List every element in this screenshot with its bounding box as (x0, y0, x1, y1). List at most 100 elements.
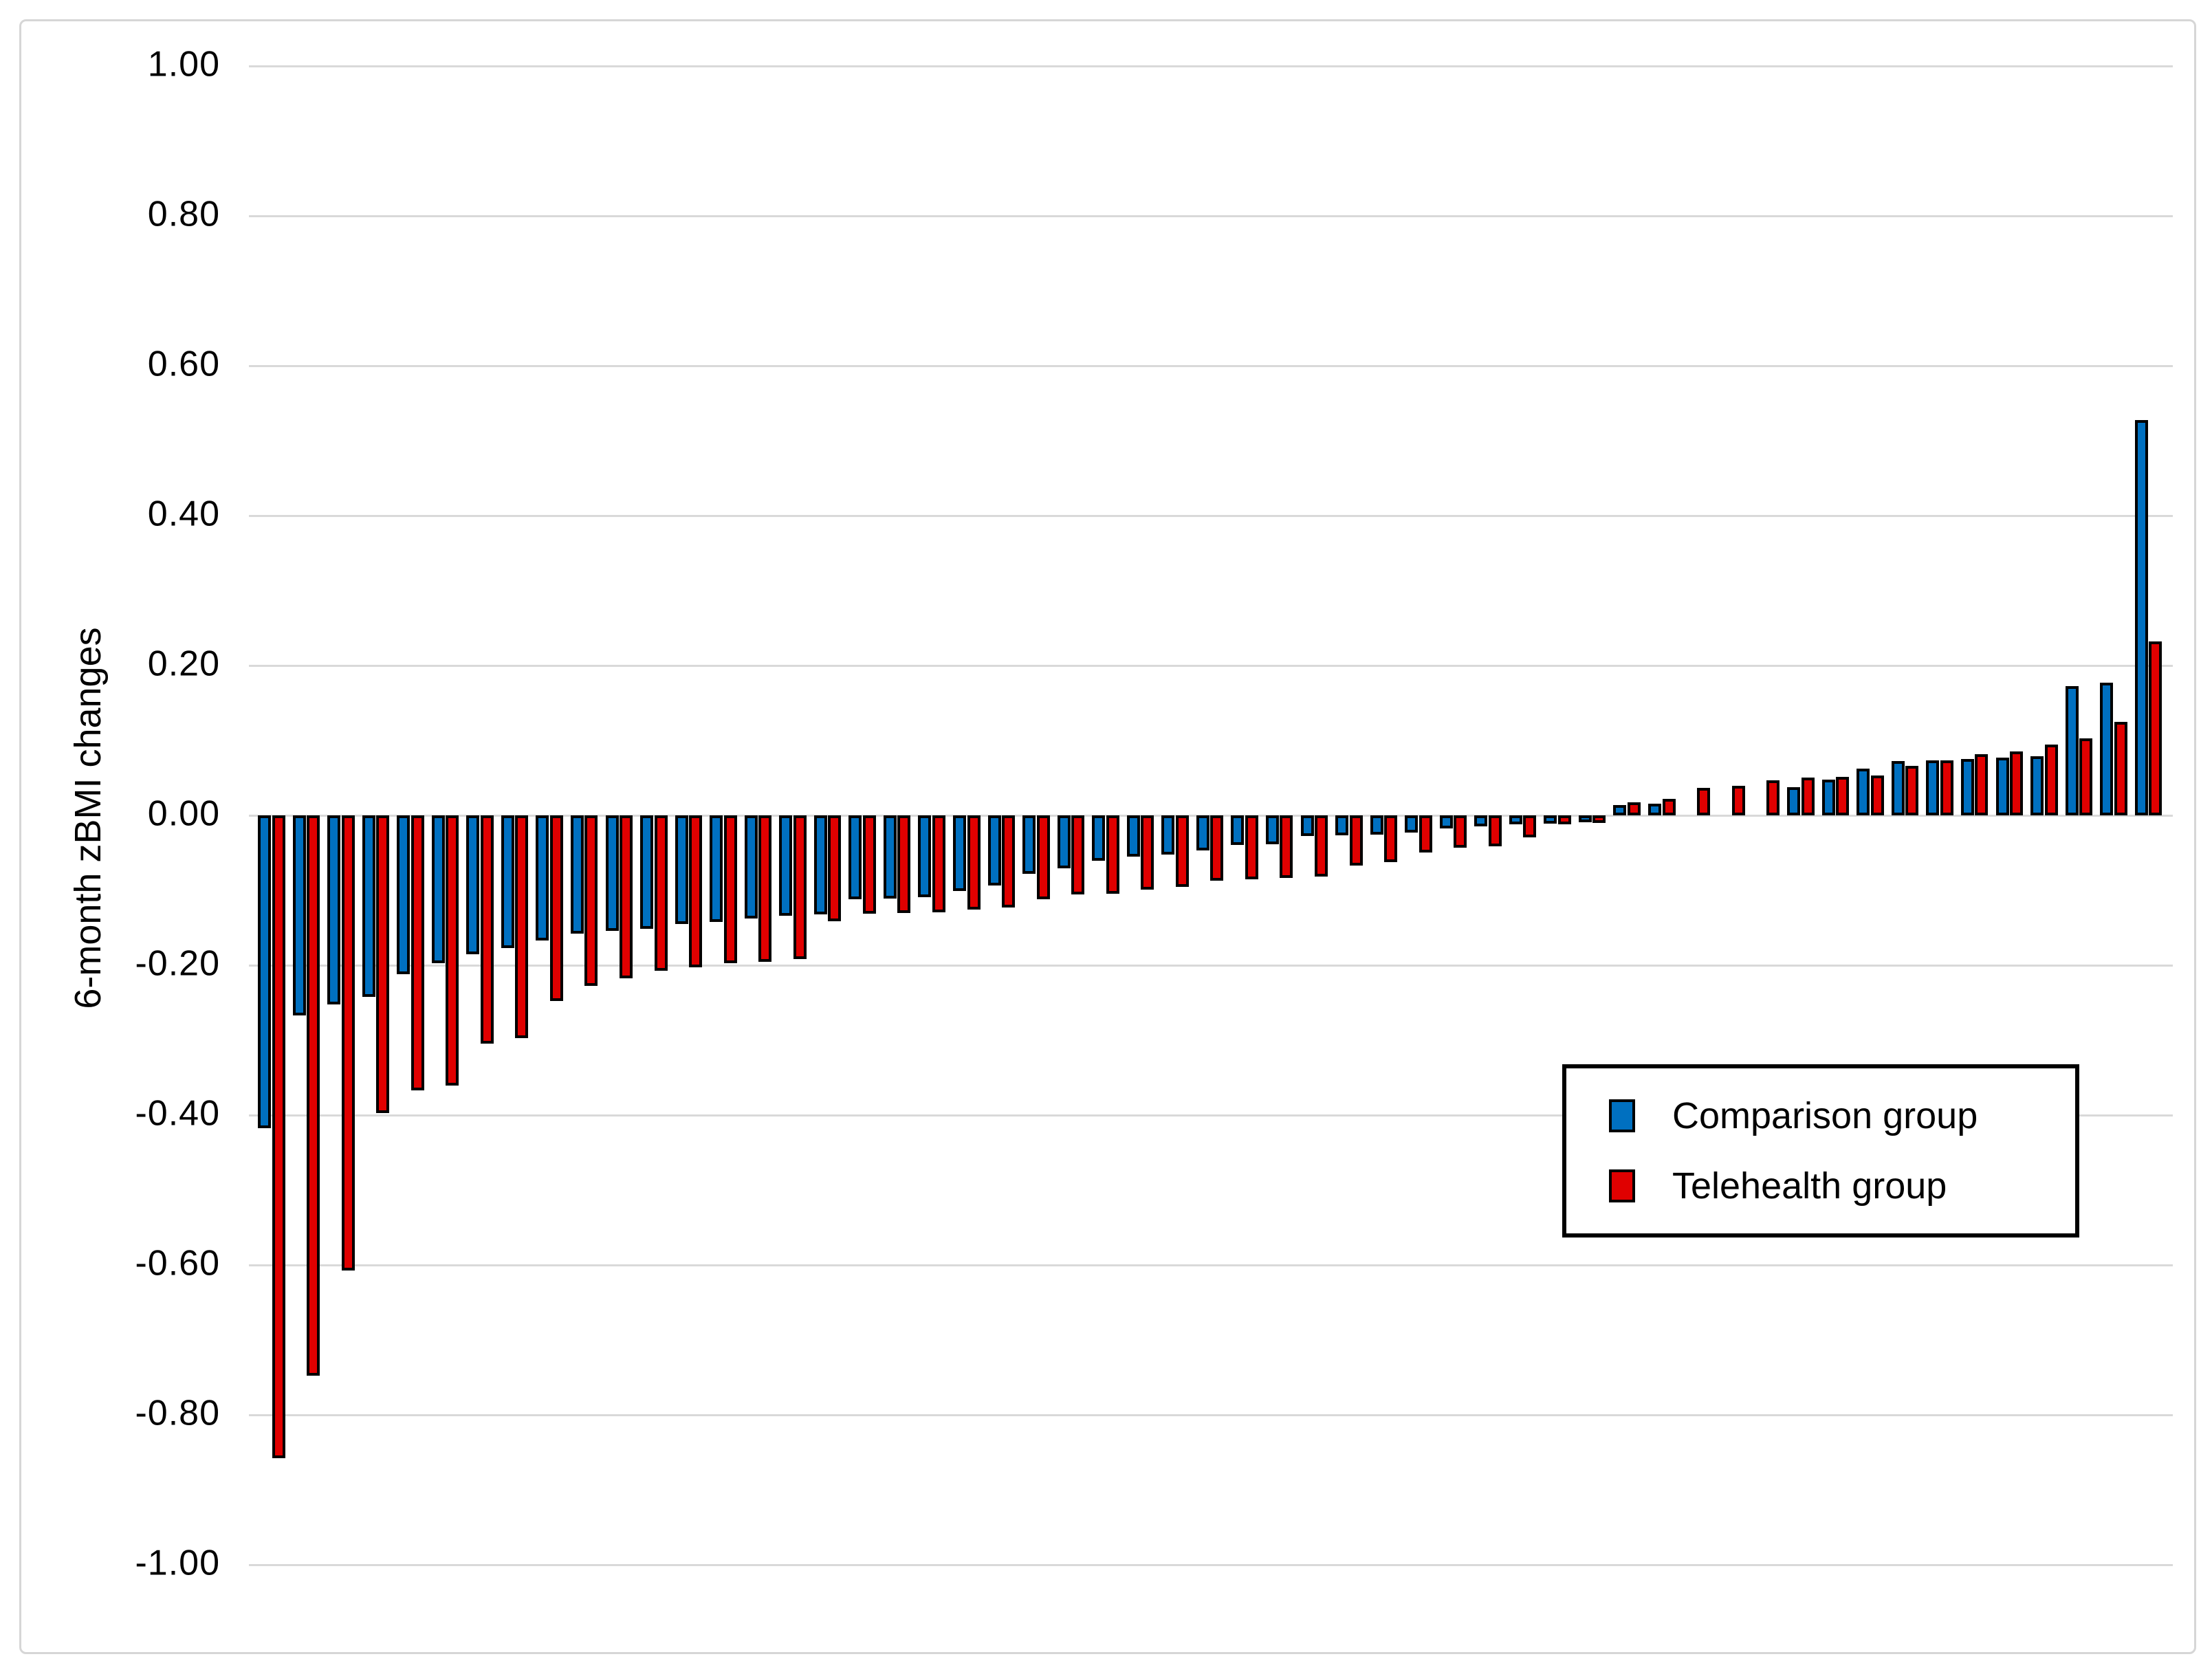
bar-comparison (258, 815, 271, 1128)
bar-comparison (918, 815, 932, 898)
bar-comparison (466, 815, 480, 955)
legend-label-telehealth: Telehealth group (1672, 1165, 1947, 1207)
bar-telehealth (1557, 815, 1571, 825)
bar-comparison (1126, 815, 1140, 857)
y-tick-label: -0.20 (135, 943, 220, 984)
bar-comparison (1926, 760, 1940, 815)
bar-comparison (675, 815, 688, 925)
bar-telehealth (515, 815, 529, 1039)
bar-comparison (1196, 815, 1209, 850)
bar-comparison (1057, 815, 1071, 868)
bar-telehealth (793, 815, 807, 959)
bar-comparison (397, 815, 410, 975)
chart-outer-border (19, 19, 2196, 1654)
y-tick-label: 0.60 (147, 344, 220, 384)
gridline (249, 1563, 2173, 1566)
gridline (249, 364, 2173, 367)
bar-telehealth (272, 815, 285, 1458)
bar-telehealth (2114, 722, 2127, 815)
y-tick-label: -0.80 (135, 1393, 220, 1433)
gridline (249, 214, 2173, 217)
bar-comparison (1405, 815, 1419, 833)
gridline (249, 964, 2173, 967)
bar-telehealth (1766, 780, 1780, 815)
bar-telehealth (620, 815, 633, 978)
y-tick-label: -1.00 (135, 1543, 220, 1583)
gridline (249, 1114, 2173, 1116)
bar-comparison (883, 815, 897, 899)
bar-comparison (1787, 787, 1801, 815)
bar-comparison (362, 815, 375, 998)
bar-comparison (1161, 815, 1175, 855)
bar-telehealth (1002, 815, 1016, 908)
bar-comparison (640, 815, 654, 929)
bar-comparison (1960, 758, 1974, 815)
bar-telehealth (1071, 815, 1085, 894)
bar-telehealth (1106, 815, 1119, 894)
bar-comparison (570, 815, 584, 934)
bar-telehealth (584, 815, 598, 986)
bar-comparison (292, 815, 306, 1016)
bar-comparison (1474, 815, 1488, 826)
bar-telehealth (1315, 815, 1328, 877)
bar-comparison (779, 815, 793, 916)
bar-comparison (1509, 815, 1522, 825)
y-axis-title: 6-month zBMI changes (67, 627, 109, 1009)
y-tick-label: 0.80 (147, 194, 220, 234)
bar-telehealth (307, 815, 320, 1376)
bar-telehealth (1280, 815, 1293, 878)
bar-telehealth (1697, 788, 1711, 815)
comparison-swatch-icon (1609, 1099, 1635, 1132)
y-tick-label: 0.40 (147, 494, 220, 534)
bar-comparison (987, 815, 1001, 886)
bar-telehealth (1210, 815, 1224, 881)
bar-comparison (1857, 769, 1870, 815)
y-tick-label: 1.00 (147, 44, 220, 85)
bar-telehealth (1940, 760, 1953, 815)
bar-telehealth (1592, 815, 1606, 824)
bar-comparison (1370, 815, 1383, 835)
bar-telehealth (1905, 765, 1919, 815)
bar-comparison (813, 815, 827, 915)
bar-comparison (1648, 804, 1661, 815)
bar-comparison (2134, 420, 2148, 815)
legend-box: Comparison group Telehealth group (1562, 1064, 2079, 1238)
bar-telehealth (1454, 815, 1467, 848)
bar-telehealth (2044, 745, 2058, 815)
telehealth-swatch-icon (1609, 1169, 1635, 1202)
bar-comparison (710, 815, 723, 923)
bar-telehealth (654, 815, 668, 971)
bar-comparison (327, 815, 341, 1005)
bar-telehealth (758, 815, 772, 962)
bar-comparison (1265, 815, 1279, 844)
gridline (249, 1414, 2173, 1416)
bar-telehealth (2010, 751, 2023, 815)
bar-telehealth (1245, 815, 1258, 880)
bar-telehealth (1175, 815, 1189, 887)
bar-comparison (536, 815, 549, 941)
bar-comparison (1335, 815, 1349, 835)
bar-telehealth (828, 815, 842, 922)
bar-comparison (1439, 815, 1453, 828)
bar-telehealth (1488, 815, 1502, 847)
bar-comparison (1821, 780, 1835, 815)
bar-comparison (744, 815, 758, 918)
bar-telehealth (1036, 815, 1050, 900)
bar-comparison (501, 815, 514, 949)
bar-telehealth (689, 815, 703, 967)
bar-comparison (953, 815, 966, 892)
gridline (249, 1264, 2173, 1266)
bar-telehealth (1975, 754, 1989, 815)
bar-telehealth (967, 815, 981, 910)
bar-comparison (1544, 815, 1557, 824)
bar-telehealth (480, 815, 494, 1044)
bar-telehealth (1627, 802, 1641, 815)
bar-comparison (2030, 756, 2044, 815)
bar-telehealth (897, 815, 911, 914)
bar-telehealth (410, 815, 424, 1091)
bar-comparison (431, 815, 445, 964)
bar-comparison (1891, 761, 1905, 815)
bar-telehealth (376, 815, 390, 1114)
bar-comparison (848, 815, 862, 900)
